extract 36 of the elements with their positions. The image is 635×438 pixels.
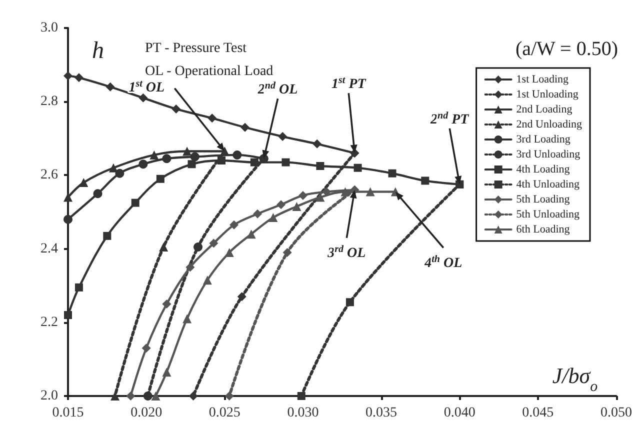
annotation: 2$^{nd}$ PT [430,110,470,128]
x-tick-label: 0.050 [600,406,632,420]
legend-label: 1st Unloading [516,88,579,100]
x-tick-label: 0.015 [52,406,84,420]
annotation: 1$^{st}$ OL [128,78,165,96]
y-tick-label: 2.4 [40,241,58,256]
y-axis-title: h [92,38,104,64]
legend-label: 3rd Loading [516,134,571,146]
x-tick-label: 0.030 [287,406,319,420]
x-tick-label: 0.040 [444,406,476,420]
y-tick-label: 3.0 [40,20,58,36]
x-tick-label: 0.025 [208,406,240,420]
x-tick-label: 0.035 [366,406,398,420]
annotation: PT - Pressure Test [145,41,247,56]
x-tick-label: 0.045 [522,406,554,420]
x-tick-label: 0.020 [130,406,162,420]
annotation: 3$^{rd}$ OL [326,243,366,261]
legend-label: 4th Loading [516,164,570,176]
legend-label: 5th Unloading [516,208,580,220]
y-tick-label: 2.0 [40,388,58,404]
legend-label: 4th Unloading [516,178,580,190]
y-tick-label: 2.2 [40,314,58,330]
annotation: 1$^{st}$ PT [332,74,368,92]
y-tick-label: 2.6 [40,168,58,183]
legend-label: 2nd Loading [516,104,573,116]
legend-label: 1st Loading [516,74,570,86]
y-tick-label: 2.8 [40,94,58,110]
x-axis-title: J/bσ$_{o}$ [552,363,598,395]
annotation: OL - Operational Load [145,64,274,79]
annotation: 4$^{th}$ OL [424,253,462,271]
legend-label: 3rd Unloading [516,148,581,160]
legend-label: 2nd Unloading [516,118,582,130]
legend-label: 6th Loading [516,224,570,236]
annotation: (a/W = 0.50) [515,38,618,60]
legend-label: 5th Loading [516,194,570,206]
annotation: 2$^{nd}$ OL [256,80,298,98]
